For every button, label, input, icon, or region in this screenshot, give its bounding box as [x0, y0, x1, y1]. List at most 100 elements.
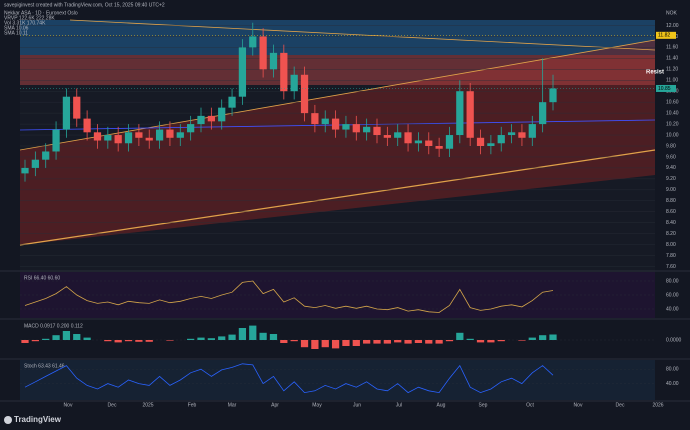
y-tick-label: 9.00 [666, 187, 676, 193]
price-badge-label: 10.85 [658, 86, 671, 92]
legend-entry: Vol 3.31K 170.74K [4, 20, 46, 26]
candle-body [259, 36, 267, 70]
candle-body [155, 129, 164, 141]
candle-body [539, 102, 547, 125]
candle-body [435, 146, 443, 149]
x-tick-label: 2025 [142, 402, 153, 408]
candle-body [197, 115, 205, 125]
candle-body [342, 124, 350, 130]
macd-bar [352, 340, 360, 346]
macd-bar [114, 340, 122, 343]
macd-bar [342, 340, 350, 346]
candle-body [331, 118, 340, 130]
candle-body [507, 132, 516, 136]
candle-body [300, 74, 309, 114]
macd-bar [331, 340, 340, 349]
x-tick-label: Aug [437, 402, 446, 408]
macd-bar [238, 328, 247, 340]
macd-bar [383, 340, 391, 344]
x-tick-label: Nov [64, 402, 73, 408]
resistance-zone [20, 55, 655, 85]
candle-body [321, 118, 329, 125]
candle-body [114, 135, 122, 144]
macd-bar [145, 340, 153, 342]
candle-body [445, 135, 454, 149]
candle-body [549, 88, 557, 103]
candle-body [456, 91, 464, 136]
macd-bar [311, 340, 319, 349]
x-tick-label: Nov [574, 402, 583, 408]
legend-entry: SMA 10.11 [4, 30, 28, 36]
indicator-line [24, 280, 554, 313]
y-tick-label: 8.40 [666, 220, 676, 226]
y-tick-label: 8.20 [666, 231, 676, 237]
candle-body [145, 137, 153, 141]
pane-title: Stoch 63.43 61.46 [24, 363, 65, 369]
macd-bar [52, 335, 60, 340]
candle-body [238, 47, 247, 97]
y-tick-label: 12.00 [666, 23, 679, 29]
macd-bar [124, 340, 133, 342]
y-tick-label: 60.00 [666, 292, 679, 298]
macd-bar [476, 340, 485, 343]
y-tick-label: 9.20 [666, 176, 676, 182]
candle-body [487, 143, 495, 146]
macd-bar [414, 340, 423, 343]
x-tick-label: Jul [396, 402, 402, 408]
macd-bar [487, 340, 495, 343]
x-tick-label: Feb [188, 402, 197, 408]
y-tick-label: 9.80 [666, 143, 676, 149]
candle-body [280, 52, 288, 92]
macd-bar [83, 337, 91, 340]
x-tick-label: Mar [228, 402, 237, 408]
y-tick-label: 8.60 [666, 209, 676, 215]
trend-line [69, 19, 656, 51]
macd-bar [21, 340, 29, 343]
candle-body [425, 140, 433, 146]
candle-body [207, 115, 215, 122]
macd-bar [135, 340, 143, 342]
macd-bar [187, 338, 195, 340]
candle-body [394, 132, 402, 138]
macd-bar [31, 340, 39, 342]
candle-body [290, 74, 298, 92]
stoch-pane [20, 360, 655, 400]
macd-bar [62, 331, 71, 340]
price-badge-label: 11.82 [658, 33, 670, 39]
candle-body [383, 135, 391, 138]
candle-body [528, 124, 536, 138]
candle-body [249, 36, 257, 48]
macd-bar [73, 334, 81, 340]
candle-body [176, 132, 184, 138]
macd-bar [539, 335, 547, 340]
candle-body [311, 113, 319, 125]
macd-bar [363, 340, 371, 344]
x-tick-label: Dec [616, 402, 625, 408]
legend-entry: Nekkar ASA · 1D · Euronext Oslo [4, 10, 78, 16]
macd-bar [197, 337, 205, 340]
candle-body [497, 135, 505, 144]
candle-body [414, 140, 423, 144]
y-tick-label: 0.0000 [666, 337, 682, 343]
pane-title: MACD 0.0917 0.200 0.112 [24, 323, 83, 329]
macd-bar [456, 332, 464, 340]
y-tick-label: 9.40 [666, 165, 676, 171]
x-tick-label: Sep [479, 402, 488, 408]
candle-body [21, 167, 29, 174]
y-tick-label: 11.40 [666, 56, 678, 62]
macd-bar [549, 334, 557, 340]
y-tick-label: 10.60 [666, 100, 679, 106]
y-tick-label: 10.40 [666, 110, 679, 116]
x-tick-label: Dec [108, 402, 117, 408]
candle-body [52, 129, 60, 152]
x-tick-label: Apr [271, 402, 279, 408]
price-badge [656, 31, 676, 39]
candle-body [518, 132, 526, 138]
macd-bar [373, 340, 381, 344]
candle-body [166, 129, 174, 138]
channel-bottom [19, 149, 656, 246]
legend-entry: SMA 10.06 [4, 25, 29, 31]
x-tick-label: May [312, 402, 322, 408]
logo [4, 416, 12, 424]
